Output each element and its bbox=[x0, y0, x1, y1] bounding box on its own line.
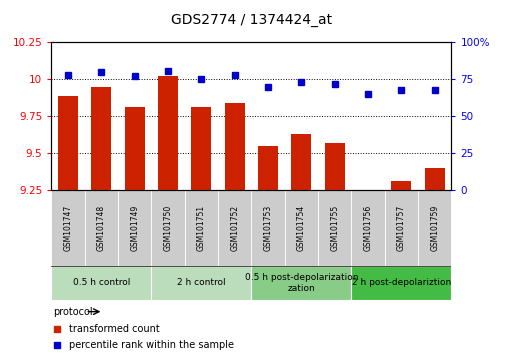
Bar bbox=[385, 190, 418, 266]
Text: 2 h control: 2 h control bbox=[177, 279, 226, 287]
Bar bbox=[191, 108, 211, 190]
Text: 0.5 h post-depolarization
zation: 0.5 h post-depolarization zation bbox=[245, 273, 358, 293]
Bar bbox=[151, 190, 185, 266]
Bar bbox=[185, 190, 218, 266]
Bar bbox=[225, 103, 245, 190]
Bar bbox=[285, 190, 318, 266]
Bar bbox=[158, 76, 178, 190]
Text: percentile rank within the sample: percentile rank within the sample bbox=[69, 341, 234, 350]
Text: GSM101752: GSM101752 bbox=[230, 205, 239, 251]
Bar bbox=[251, 190, 285, 266]
Bar bbox=[351, 266, 451, 300]
Text: GSM101747: GSM101747 bbox=[64, 205, 72, 251]
Bar bbox=[418, 190, 451, 266]
Bar bbox=[258, 146, 278, 190]
Bar bbox=[151, 266, 251, 300]
Text: GSM101757: GSM101757 bbox=[397, 205, 406, 251]
Text: GSM101755: GSM101755 bbox=[330, 205, 339, 251]
Text: 2 h post-depolariztion: 2 h post-depolariztion bbox=[352, 279, 451, 287]
Text: protocol: protocol bbox=[53, 307, 93, 316]
Bar bbox=[425, 168, 445, 190]
Text: GSM101753: GSM101753 bbox=[264, 205, 272, 251]
Bar bbox=[318, 190, 351, 266]
Text: GSM101749: GSM101749 bbox=[130, 205, 139, 251]
Bar bbox=[51, 190, 85, 266]
Bar bbox=[91, 87, 111, 190]
Text: GSM101759: GSM101759 bbox=[430, 205, 439, 251]
Bar bbox=[391, 181, 411, 190]
Text: GSM101748: GSM101748 bbox=[97, 205, 106, 251]
Text: 0.5 h control: 0.5 h control bbox=[73, 279, 130, 287]
Bar bbox=[351, 190, 385, 266]
Text: GSM101751: GSM101751 bbox=[197, 205, 206, 251]
Text: GDS2774 / 1374424_at: GDS2774 / 1374424_at bbox=[171, 12, 332, 27]
Bar bbox=[118, 190, 151, 266]
Text: GSM101756: GSM101756 bbox=[364, 205, 372, 251]
Bar bbox=[58, 96, 78, 190]
Bar bbox=[85, 190, 118, 266]
Bar bbox=[325, 143, 345, 190]
Text: GSM101750: GSM101750 bbox=[164, 205, 172, 251]
Text: GSM101754: GSM101754 bbox=[297, 205, 306, 251]
Bar bbox=[51, 266, 151, 300]
Bar bbox=[125, 108, 145, 190]
Bar bbox=[251, 266, 351, 300]
Text: transformed count: transformed count bbox=[69, 324, 160, 333]
Bar bbox=[218, 190, 251, 266]
Bar bbox=[291, 134, 311, 190]
